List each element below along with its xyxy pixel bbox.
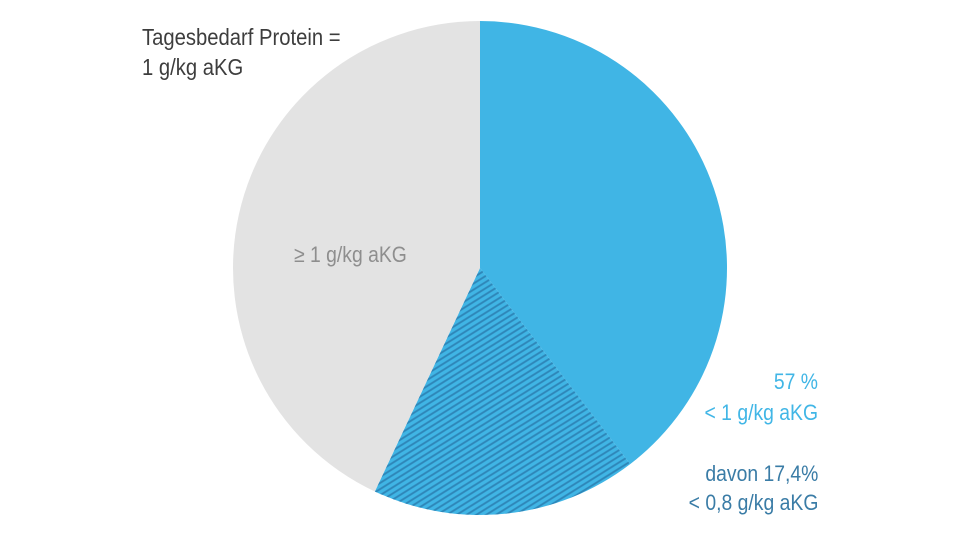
slice-label-lt-1g-percent: 57 % [773, 369, 818, 394]
chart-title-line1: Tagesbedarf Protein = [142, 24, 341, 50]
slice-label-lt-08g-text: < 0,8 g/kg aKG [688, 490, 818, 515]
chart-title-line2: 1 g/kg aKG [142, 54, 244, 80]
chart-title: Tagesbedarf Protein = 1 g/kg aKG [142, 22, 341, 82]
slice-label-lt-1g-text: < 1 g/kg aKG [704, 400, 818, 425]
slice-label-lt-08g-percent: davon 17,4% [704, 461, 818, 486]
slice-label-lt-08g: davon 17,4% < 0,8 g/kg aKG [688, 459, 818, 517]
pie-slice-gte-1g [233, 21, 480, 492]
slice-label-gte-1g: ≥ 1 g/kg aKG [294, 242, 407, 267]
slice-label-lt-1g: 57 % < 1 g/kg aKG [704, 366, 818, 428]
pie-slice-lt-08g-hatched-hatch [374, 268, 631, 516]
pie-slices [233, 21, 728, 516]
pie-slice-lt-1g-solid [480, 21, 728, 465]
